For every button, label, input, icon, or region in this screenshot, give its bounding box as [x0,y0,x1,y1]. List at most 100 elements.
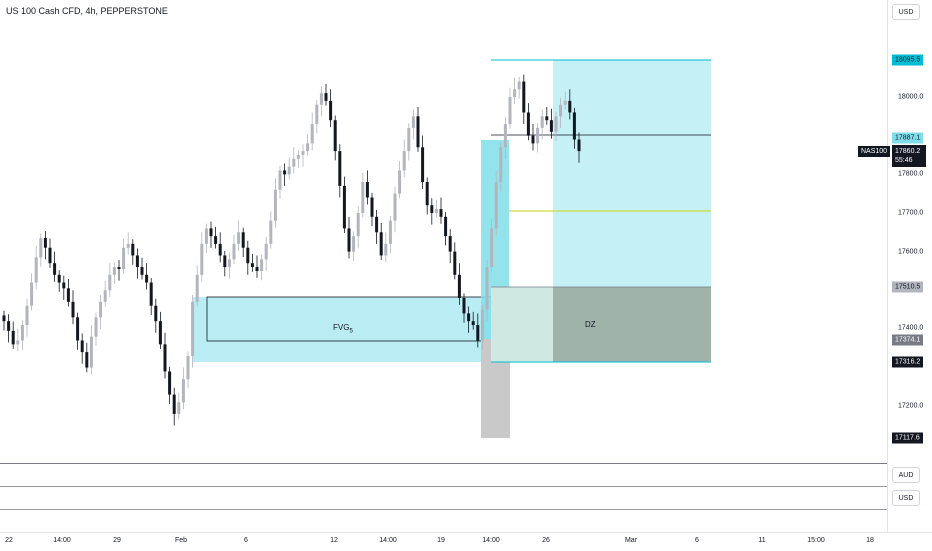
time-tick: 14:00 [379,537,397,544]
dz-label: DZ [585,320,596,329]
price-chart[interactable] [0,0,887,462]
candle-body [549,120,553,132]
currency-selector[interactable]: USD [892,4,920,20]
demand-zone[interactable] [553,287,711,362]
candle-body [329,100,333,121]
candle-body [48,247,52,264]
candle-body [122,247,126,269]
fvg-label-text: FVG [333,323,350,332]
candle-body [16,340,20,345]
last-price: 17860.2 [895,148,921,155]
candle-body [39,238,43,258]
candle-body [62,282,66,289]
candle-body [57,274,61,283]
target-zone[interactable] [553,60,711,287]
pane-separator-2[interactable] [0,486,887,487]
candle-body [333,120,337,152]
candle-body [370,197,374,217]
candle-body [131,243,135,256]
candle-body [540,116,544,128]
candle-body [310,124,314,144]
candle-body [416,116,420,148]
fvg-zone[interactable] [193,297,510,362]
pane1-currency[interactable]: AUD [892,467,920,483]
candle-body [503,124,507,148]
candle-body [462,297,466,314]
candle-body [186,355,190,380]
candle-body [103,290,107,302]
candle-body [7,321,11,331]
candle-body [513,89,517,97]
candle-body [20,325,24,341]
time-tick: 11 [758,537,766,544]
candle-body [398,170,402,194]
candle-body [577,139,581,152]
candle-body [191,301,195,356]
candle-body [361,182,365,213]
candle-body [283,170,287,175]
candle-body [471,321,475,326]
pane-separator-1[interactable] [0,463,887,464]
candle-body [508,97,512,125]
candle-body [467,313,471,322]
candle-body [154,305,158,322]
candle-body [214,236,218,244]
candle-body [71,301,75,318]
candle-body [108,274,112,291]
time-tick: 12 [330,537,338,544]
chart-canvas[interactable]: FVG5 DZ [0,0,887,462]
time-tick: 22 [5,537,13,544]
entry-price-label: 17887.1 [892,132,924,144]
candle-body [172,394,176,414]
time-tick: 19 [437,537,445,544]
price-tick: 17700.0 [898,209,924,217]
time-tick: Mar [624,537,638,544]
candle-body [384,243,388,256]
time-axis[interactable] [0,532,932,551]
candle-body [168,371,172,395]
candle-body [25,305,29,326]
candle-body [563,100,567,105]
candle-body [94,317,98,337]
time-tick: 29 [113,537,121,544]
demand-zone-light [491,287,553,362]
price-axis[interactable] [887,0,932,532]
candle-body [407,127,411,152]
time-tick: 14:00 [53,537,71,544]
candle-body [232,243,236,260]
candle-body [99,301,103,318]
candle-body [554,116,558,132]
pane-separator-3[interactable] [0,509,887,510]
chart-title[interactable]: US 100 Cash CFD, 4h, PEPPERSTONE [6,6,168,16]
candle-body [250,263,254,268]
candle-body [375,216,379,233]
candle-body [402,151,406,171]
candle-body [421,147,425,183]
candle-body [315,104,319,125]
candle-body [181,379,185,403]
zone-top-label: 17510.5 [892,281,924,293]
candle-body [306,143,310,152]
candle-body [301,151,305,155]
candle-body [393,193,397,221]
candle-body [287,166,291,175]
candle-body [30,282,34,306]
candle-body [324,93,328,101]
candle-body [53,263,57,275]
candle-body [444,216,448,237]
candle-body [536,127,540,144]
candle-body [43,238,47,248]
candle-body [246,247,250,264]
candle-body [531,135,535,144]
candle-body [278,170,282,190]
candle-body [149,282,153,306]
candle-body [434,209,438,213]
candle-body [457,274,461,298]
fvg-bottom-label: 17374.1 [892,334,924,346]
tp-price-label: 18095.5 [892,54,924,66]
candle-body [260,259,264,271]
pane2-currency[interactable]: USD [892,490,920,506]
time-tick: 6 [695,537,699,544]
time-tick: 18 [866,537,874,544]
candle-body [200,243,204,275]
